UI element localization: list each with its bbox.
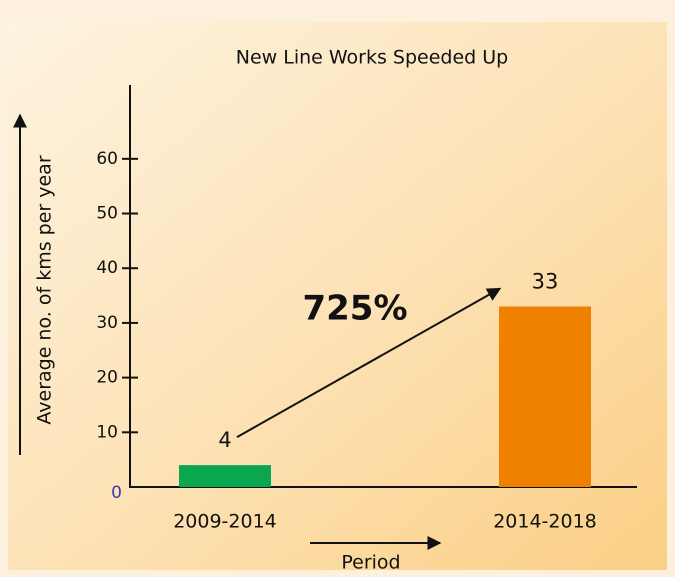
y-tick-label: 10 xyxy=(96,422,118,442)
y-tick-label: 0 xyxy=(111,483,122,503)
bar xyxy=(499,306,591,487)
growth-arrow xyxy=(236,287,502,438)
y-tick-label: 60 xyxy=(96,149,118,169)
y-tick-label: 30 xyxy=(96,313,118,333)
x-axis-label: Period xyxy=(341,552,400,574)
x-tick-label: 2014-2018 xyxy=(493,511,597,533)
y-tick-label: 20 xyxy=(96,368,118,388)
value-label: 4 xyxy=(218,428,231,452)
y-tick-label: 40 xyxy=(96,258,118,278)
annotation: 725% xyxy=(302,289,407,329)
x-tick-label: 2009-2014 xyxy=(173,511,277,533)
value-label: 33 xyxy=(532,270,559,294)
chart-title: New Line Works Speeded Up xyxy=(236,47,509,69)
bar xyxy=(179,465,271,487)
y-tick-label: 50 xyxy=(96,204,118,224)
y-axis-label: Average no. of kms per year xyxy=(34,155,56,424)
